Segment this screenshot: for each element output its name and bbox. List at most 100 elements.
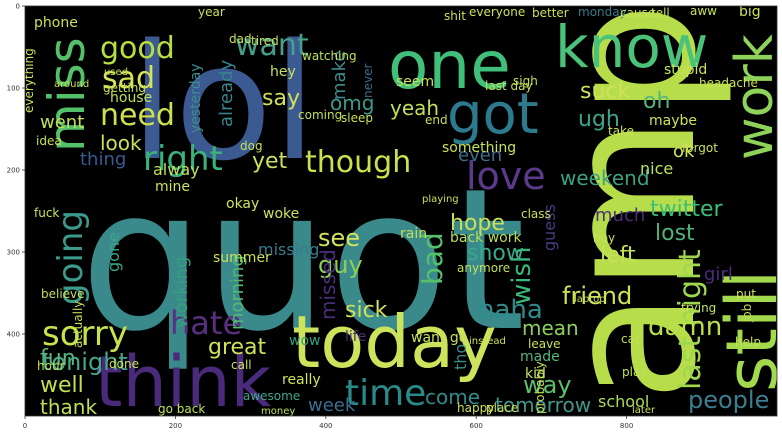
word-job: job <box>740 304 754 323</box>
word-think: think <box>95 341 272 423</box>
word-fuck: fuck <box>34 206 59 220</box>
word-call: call <box>231 358 252 372</box>
word-gone: gone <box>104 232 123 272</box>
word-last-night: last night <box>673 249 708 390</box>
word-went: went <box>40 112 84 133</box>
word-believe: believe <box>41 287 85 301</box>
word-still: still <box>711 270 782 392</box>
word-thank: thank <box>40 395 97 419</box>
axes-frame <box>24 5 778 417</box>
word-hey: hey <box>270 64 296 80</box>
word-mean: mean <box>522 316 579 340</box>
word-tell: tell <box>651 6 670 20</box>
word-around: around <box>54 79 89 90</box>
word-hour: hour <box>37 359 65 373</box>
word-everyone: everyone <box>469 5 525 19</box>
word-end: end <box>425 113 448 127</box>
word-fun: fun <box>40 346 76 371</box>
word-big: big <box>739 4 761 20</box>
word-used: used <box>104 67 128 78</box>
word-great: great <box>208 335 267 360</box>
y-tick-label: 200 <box>7 167 20 175</box>
word-anymore: anymore <box>457 261 510 275</box>
word-wow: wow <box>289 333 320 349</box>
word-play: play <box>622 365 647 379</box>
word-sick: sick <box>345 298 388 323</box>
word-twitter: twitter <box>650 197 724 222</box>
word-done: done <box>109 357 139 371</box>
word-left: left <box>600 243 636 268</box>
word-good: good <box>100 31 175 66</box>
word-go-back: go back <box>158 402 205 416</box>
y-tick-label: 100 <box>7 85 20 93</box>
word-laptop: laptop <box>574 294 606 305</box>
word-guess: guess <box>540 204 559 251</box>
y-axis: 0 100 200 300 400 <box>7 3 25 339</box>
word-need: need <box>100 98 175 133</box>
x-tick-label: 400 <box>319 422 332 430</box>
word-weekend: weekend <box>560 166 650 190</box>
word-take: take <box>608 124 634 138</box>
plot-area <box>25 6 777 416</box>
word-though: though <box>305 145 411 180</box>
word-one: one <box>388 27 511 104</box>
word-show: show <box>467 241 524 266</box>
word-see: see <box>318 224 360 252</box>
word-playing: playing <box>422 194 459 205</box>
x-tick-label: 800 <box>620 422 633 430</box>
word-yet: yet <box>252 149 288 174</box>
word-haha: haha <box>478 295 543 325</box>
word-later: later <box>632 405 656 416</box>
word-say: say <box>262 86 300 111</box>
word-got: got <box>447 82 539 147</box>
word-last-day: last day <box>485 79 533 93</box>
x-tick-label: 200 <box>169 422 182 430</box>
word-year: year <box>198 5 225 19</box>
word-seem: seem <box>396 74 434 90</box>
word-time: time <box>345 373 426 414</box>
word-sorry: sorry <box>42 314 128 354</box>
word-back-work: back work <box>450 230 522 246</box>
word-place: place <box>486 401 518 415</box>
word-rain: rain <box>400 226 427 242</box>
word-oh: oh <box>643 89 670 114</box>
word-never: never <box>361 64 375 98</box>
word-kid: kid <box>525 366 546 382</box>
word-money: money <box>261 406 295 417</box>
word-ok: ok <box>673 141 695 162</box>
word-make: make <box>329 51 350 100</box>
word-morning: morning <box>227 255 248 330</box>
word-even: even <box>458 145 502 166</box>
word-ugh: ugh <box>578 107 620 132</box>
word-sad: sad <box>102 61 155 96</box>
word-miss: miss <box>38 37 96 152</box>
word-better: better <box>532 6 569 20</box>
word-going: going <box>51 210 91 305</box>
word-today: today <box>292 300 497 384</box>
word-shit: shit <box>444 9 466 23</box>
word-coming: coming <box>298 108 342 122</box>
word-love: love <box>466 154 546 198</box>
word-working: working <box>171 257 192 328</box>
word-leave: leave <box>528 337 561 351</box>
word-lost: lost <box>655 221 695 246</box>
word-dad: dad <box>229 32 252 46</box>
word-know: know <box>555 13 708 81</box>
word-cause: cause <box>620 6 655 20</box>
word-damn: damn <box>648 312 722 342</box>
word-school: school <box>598 392 649 411</box>
word-omg: omg <box>330 91 374 115</box>
word-trying: trying <box>681 301 716 315</box>
word-wish: wish <box>507 246 537 305</box>
word-help: help <box>735 335 761 349</box>
word-boy: boy <box>593 231 615 245</box>
x-axis: 0 200 400 600 800 <box>23 416 633 430</box>
word-missed: missed <box>316 249 340 320</box>
word-hate: hate <box>170 304 242 342</box>
word-right: right <box>143 139 223 179</box>
word-put: put <box>736 287 756 301</box>
word-quot: quot <box>80 147 525 375</box>
word-made: made <box>520 349 560 365</box>
